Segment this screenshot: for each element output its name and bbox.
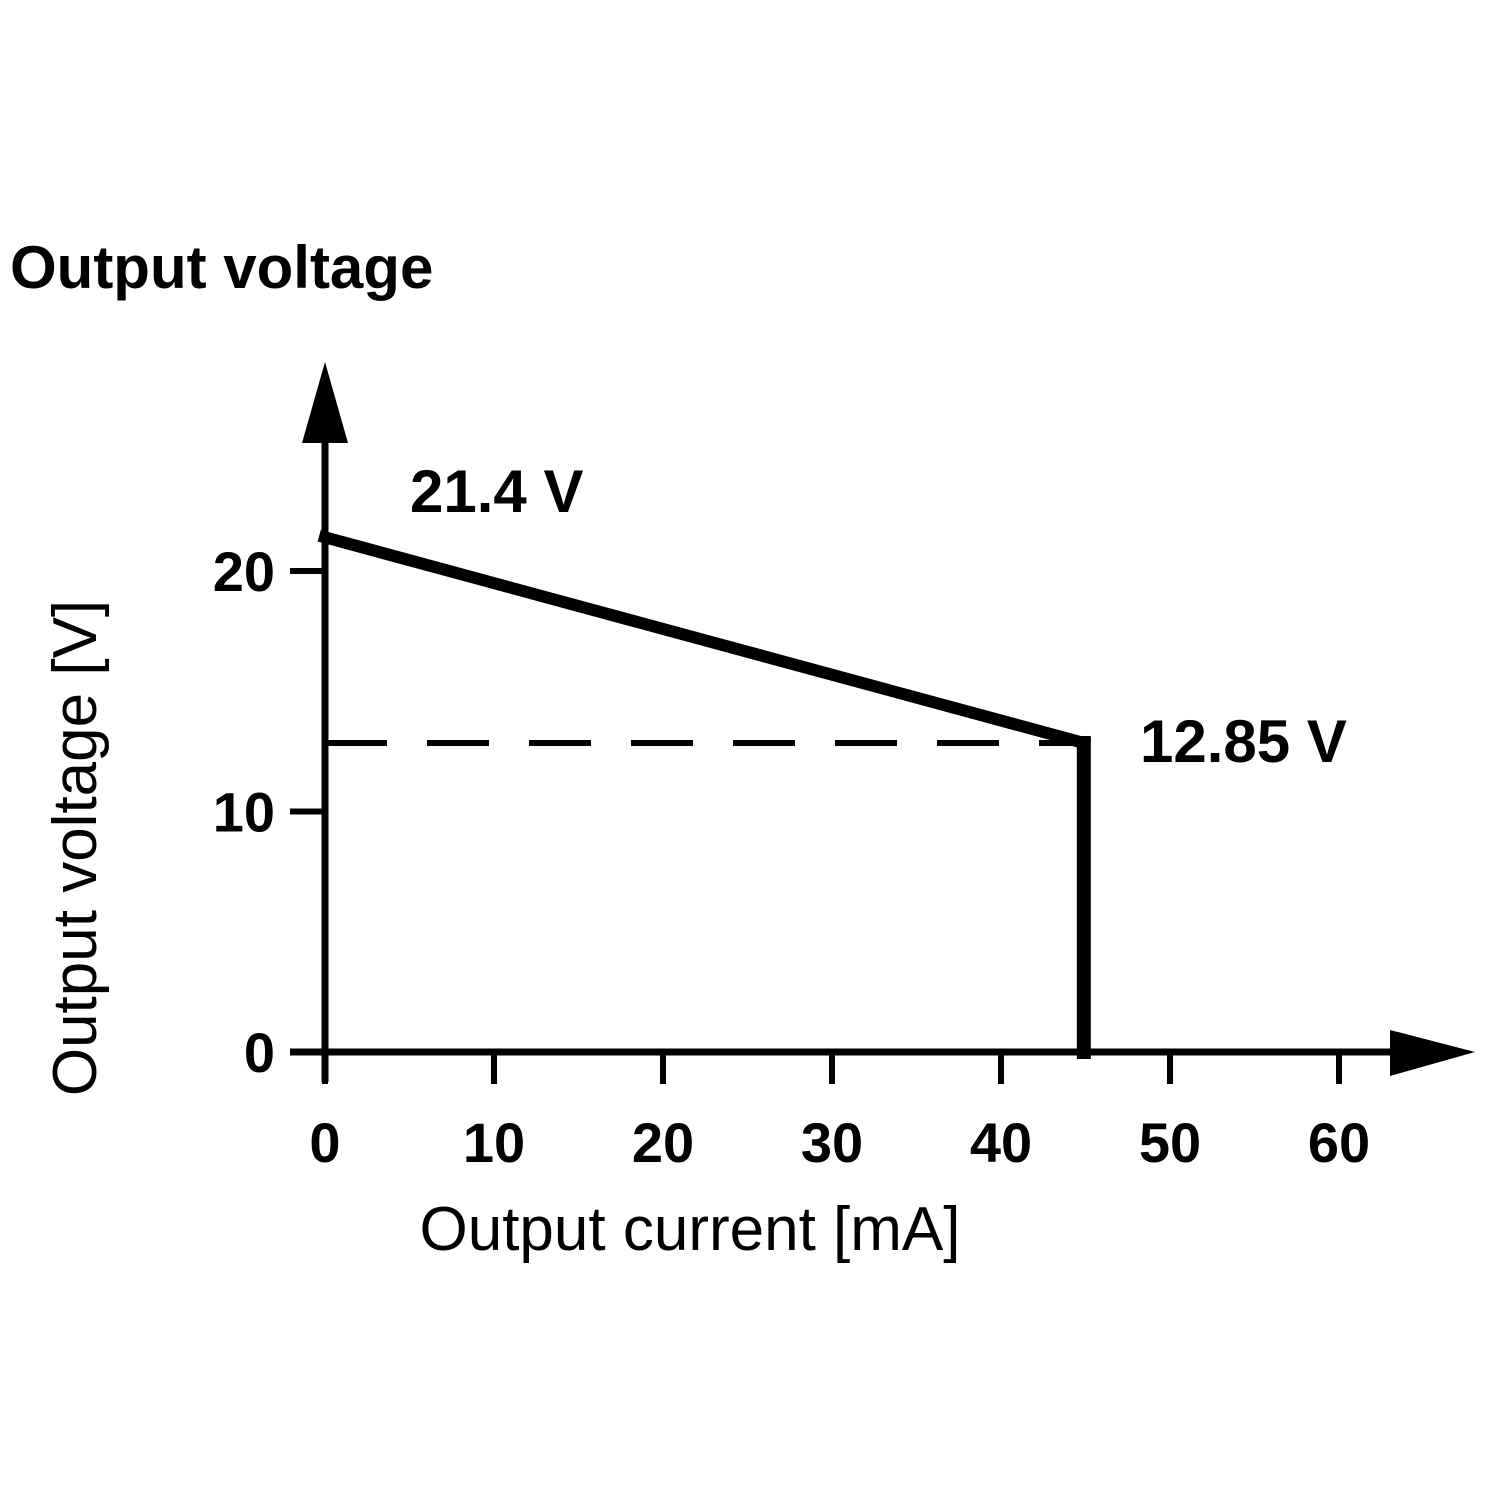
series-line-segment	[317, 529, 1092, 751]
y-tick-label: 0	[244, 1021, 275, 1084]
annotations: 21.4 V 12.85 V	[410, 458, 1347, 775]
x-axis-label: Output current [mA]	[420, 1195, 961, 1264]
x-axis-arrowhead	[1390, 1030, 1475, 1076]
annotation-end-voltage: 12.85 V	[1140, 708, 1347, 775]
x-tick-label: 20	[632, 1111, 694, 1174]
y-axis-label: Output voltage [V]	[41, 600, 110, 1096]
x-tick-label: 40	[970, 1111, 1032, 1174]
y-tick-label: 20	[213, 540, 275, 603]
chart-title: Output voltage	[10, 234, 433, 301]
x-tick-label: 50	[1139, 1111, 1201, 1174]
series-point	[1083, 1051, 1085, 1053]
x-tick-label: 10	[463, 1111, 525, 1174]
x-tick-label: 0	[309, 1111, 340, 1174]
series-point	[324, 536, 326, 538]
annotation-start-voltage: 21.4 V	[410, 458, 583, 525]
y-tick-label: 10	[213, 781, 275, 844]
plot-area	[317, 529, 1092, 1059]
axis-ticks: 0 10 20 30 40 50 60 0 10 20	[213, 540, 1370, 1174]
x-tick-label: 60	[1308, 1111, 1370, 1174]
y-axis-arrowhead	[302, 362, 348, 443]
series-point	[1083, 742, 1085, 744]
x-tick-label: 30	[801, 1111, 863, 1174]
